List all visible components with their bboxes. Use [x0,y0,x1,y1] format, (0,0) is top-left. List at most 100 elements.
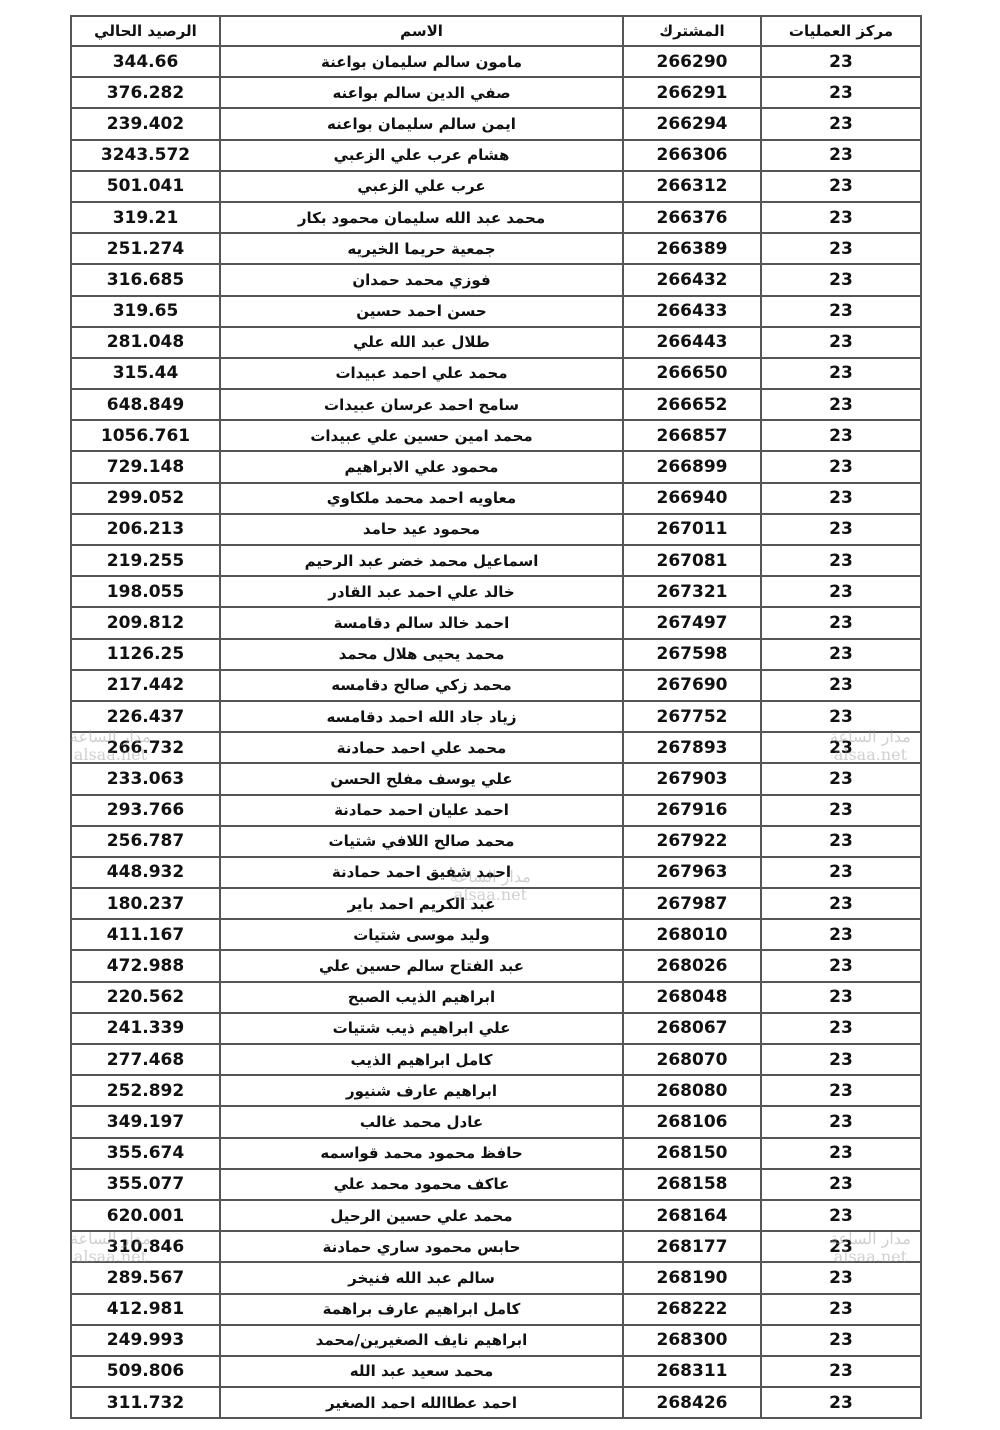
cell-subscriber: 268048 [622,980,762,1014]
table-row: 23 268158 عاكف محمود محمد علي 355.077 [70,1167,922,1201]
cell-balance: 1126.25 [70,637,221,671]
cell-balance: 249.993 [70,1323,221,1357]
cell-balance: 220.562 [70,980,221,1014]
cell-subscriber: 266650 [622,356,762,391]
cell-center: 23 [760,824,922,858]
table-row: 23 268311 محمد سعيد عبد الله 509.806 [70,1354,922,1389]
cell-subscriber: 266290 [622,44,762,79]
cell-balance: 311.732 [70,1386,221,1420]
cell-name: ابراهيم نايف الصغيرين/محمد [219,1323,624,1357]
table-row: 23 267321 خالد علي احمد عبد القادر 198.055 [70,575,922,609]
cell-center: 23 [760,1261,922,1295]
cell-center: 23 [760,107,922,141]
cell-subscriber: 266940 [622,481,762,515]
cell-name: ايمن سالم سليمان بواعنه [219,107,624,141]
cell-center: 23 [760,731,922,765]
cell-center: 23 [760,762,922,796]
cell-balance: 251.274 [70,232,221,266]
cell-balance: 266.732 [70,731,221,765]
cell-subscriber: 268426 [622,1386,762,1420]
cell-center: 23 [760,1386,922,1420]
cell-subscriber: 266652 [622,388,762,422]
cell-subscriber: 266433 [622,294,762,328]
cell-balance: 1056.761 [70,419,221,453]
cell-name: محمود عيد حامد [219,512,624,547]
cell-center: 23 [760,1167,922,1201]
cell-subscriber: 266294 [622,107,762,141]
cell-balance: 281.048 [70,325,221,359]
table-row: 23 268426 احمد عطاالله احمد الصغير 311.732 [70,1386,922,1420]
table-row: 23 267987 عبد الكريم احمد باير 180.237 [70,887,922,921]
table-row: 23 268048 ابراهيم الذيب الصبح 220.562 [70,980,922,1014]
cell-subscriber: 267081 [622,543,762,578]
cell-subscriber: 267987 [622,887,762,921]
cell-balance: 344.66 [70,44,221,79]
cell-center: 23 [760,76,922,110]
cell-subscriber: 268106 [622,1105,762,1139]
cell-name: عاكف محمود محمد علي [219,1167,624,1201]
cell-subscriber: 266306 [622,138,762,172]
cell-balance: 316.685 [70,263,221,297]
cell-subscriber: 266857 [622,419,762,453]
cell-name: محمد يحيى هلال محمد [219,637,624,671]
cell-center: 23 [760,575,922,609]
cell-name: محمد علي احمد حمادنة [219,731,624,765]
cell-subscriber: 268222 [622,1292,762,1326]
table-row: 23 267893 محمد علي احمد حمادنة 266.732 [70,731,922,765]
header-center: مركز العمليات [760,15,922,47]
cell-name: علي يوسف مفلح الحسن [219,762,624,796]
cell-name: علي ابراهيم ذيب شتيات [219,1011,624,1046]
cell-balance: 198.055 [70,575,221,609]
cell-name: خالد علي احمد عبد القادر [219,575,624,609]
cell-center: 23 [760,1011,922,1046]
table-row: 23 267011 محمود عيد حامد 206.213 [70,512,922,547]
cell-name: محمد علي حسين الرحيل [219,1198,624,1233]
cell-center: 23 [760,325,922,359]
cell-balance: 355.674 [70,1136,221,1170]
header-row: مركز العمليات المشترك الاسم الرصيد الحال… [70,15,922,47]
table-row: 23 267916 احمد عليان احمد حمادنة 293.766 [70,793,922,827]
cell-balance: 319.21 [70,200,221,235]
cell-name: طلال عبد الله علي [219,325,624,359]
table-row: 23 268150 حافظ محمود محمد قواسمه 355.674 [70,1136,922,1170]
cell-subscriber: 266389 [622,232,762,266]
cell-center: 23 [760,606,922,640]
table-row: 23 267922 محمد صالح اللافي شتيات 256.787 [70,824,922,858]
cell-subscriber: 267922 [622,824,762,858]
table-row: 23 266899 محمود علي الابراهيم 729.148 [70,450,922,484]
table-row: 23 266376 محمد عبد الله سليمان محمود بكار 3… [70,200,922,235]
table-row: 23 268177 حابس محمود ساري حمادنة 310.846 [70,1230,922,1264]
cell-name: مامون سالم سليمان بواعنة [219,44,624,79]
cell-center: 23 [760,668,922,702]
cell-name: محمد صالح اللافي شتيات [219,824,624,858]
cell-center: 23 [760,138,922,172]
cell-balance: 206.213 [70,512,221,547]
table-row: 23 267497 احمد خالد سالم دقامسة 209.812 [70,606,922,640]
cell-name: سالم عبد الله فنيخر [219,1261,624,1295]
balances-table: مركز العمليات المشترك الاسم الرصيد الحال… [70,15,922,1420]
cell-subscriber: 266312 [622,169,762,203]
cell-balance: 180.237 [70,887,221,921]
cell-subscriber: 266443 [622,325,762,359]
cell-center: 23 [760,1230,922,1264]
table-row: 23 268222 كامل ابراهيم عارف براهمة 412.981 [70,1292,922,1326]
cell-balance: 472.988 [70,949,221,983]
cell-name: حابس محمود ساري حمادنة [219,1230,624,1264]
cell-name: اسماعيل محمد خضر عبد الرحيم [219,543,624,578]
table-row: 23 266306 هشام عرب علي الزعبي 3243.572 [70,138,922,172]
cell-center: 23 [760,1354,922,1389]
cell-name: وليد موسى شتيات [219,918,624,952]
cell-subscriber: 267321 [622,575,762,609]
cell-balance: 355.077 [70,1167,221,1201]
table-row: 23 267081 اسماعيل محمد خضر عبد الرحيم 219.2… [70,543,922,578]
cell-name: حسن احمد حسين [219,294,624,328]
cell-subscriber: 267893 [622,731,762,765]
cell-center: 23 [760,356,922,391]
cell-center: 23 [760,1198,922,1233]
cell-center: 23 [760,450,922,484]
cell-balance: 277.468 [70,1042,221,1077]
cell-balance: 3243.572 [70,138,221,172]
cell-name: احمد شفيق احمد حمادنة [219,855,624,890]
cell-name: ابراهيم الذيب الصبح [219,980,624,1014]
table-row: 23 266290 مامون سالم سليمان بواعنة 344.66 [70,44,922,79]
